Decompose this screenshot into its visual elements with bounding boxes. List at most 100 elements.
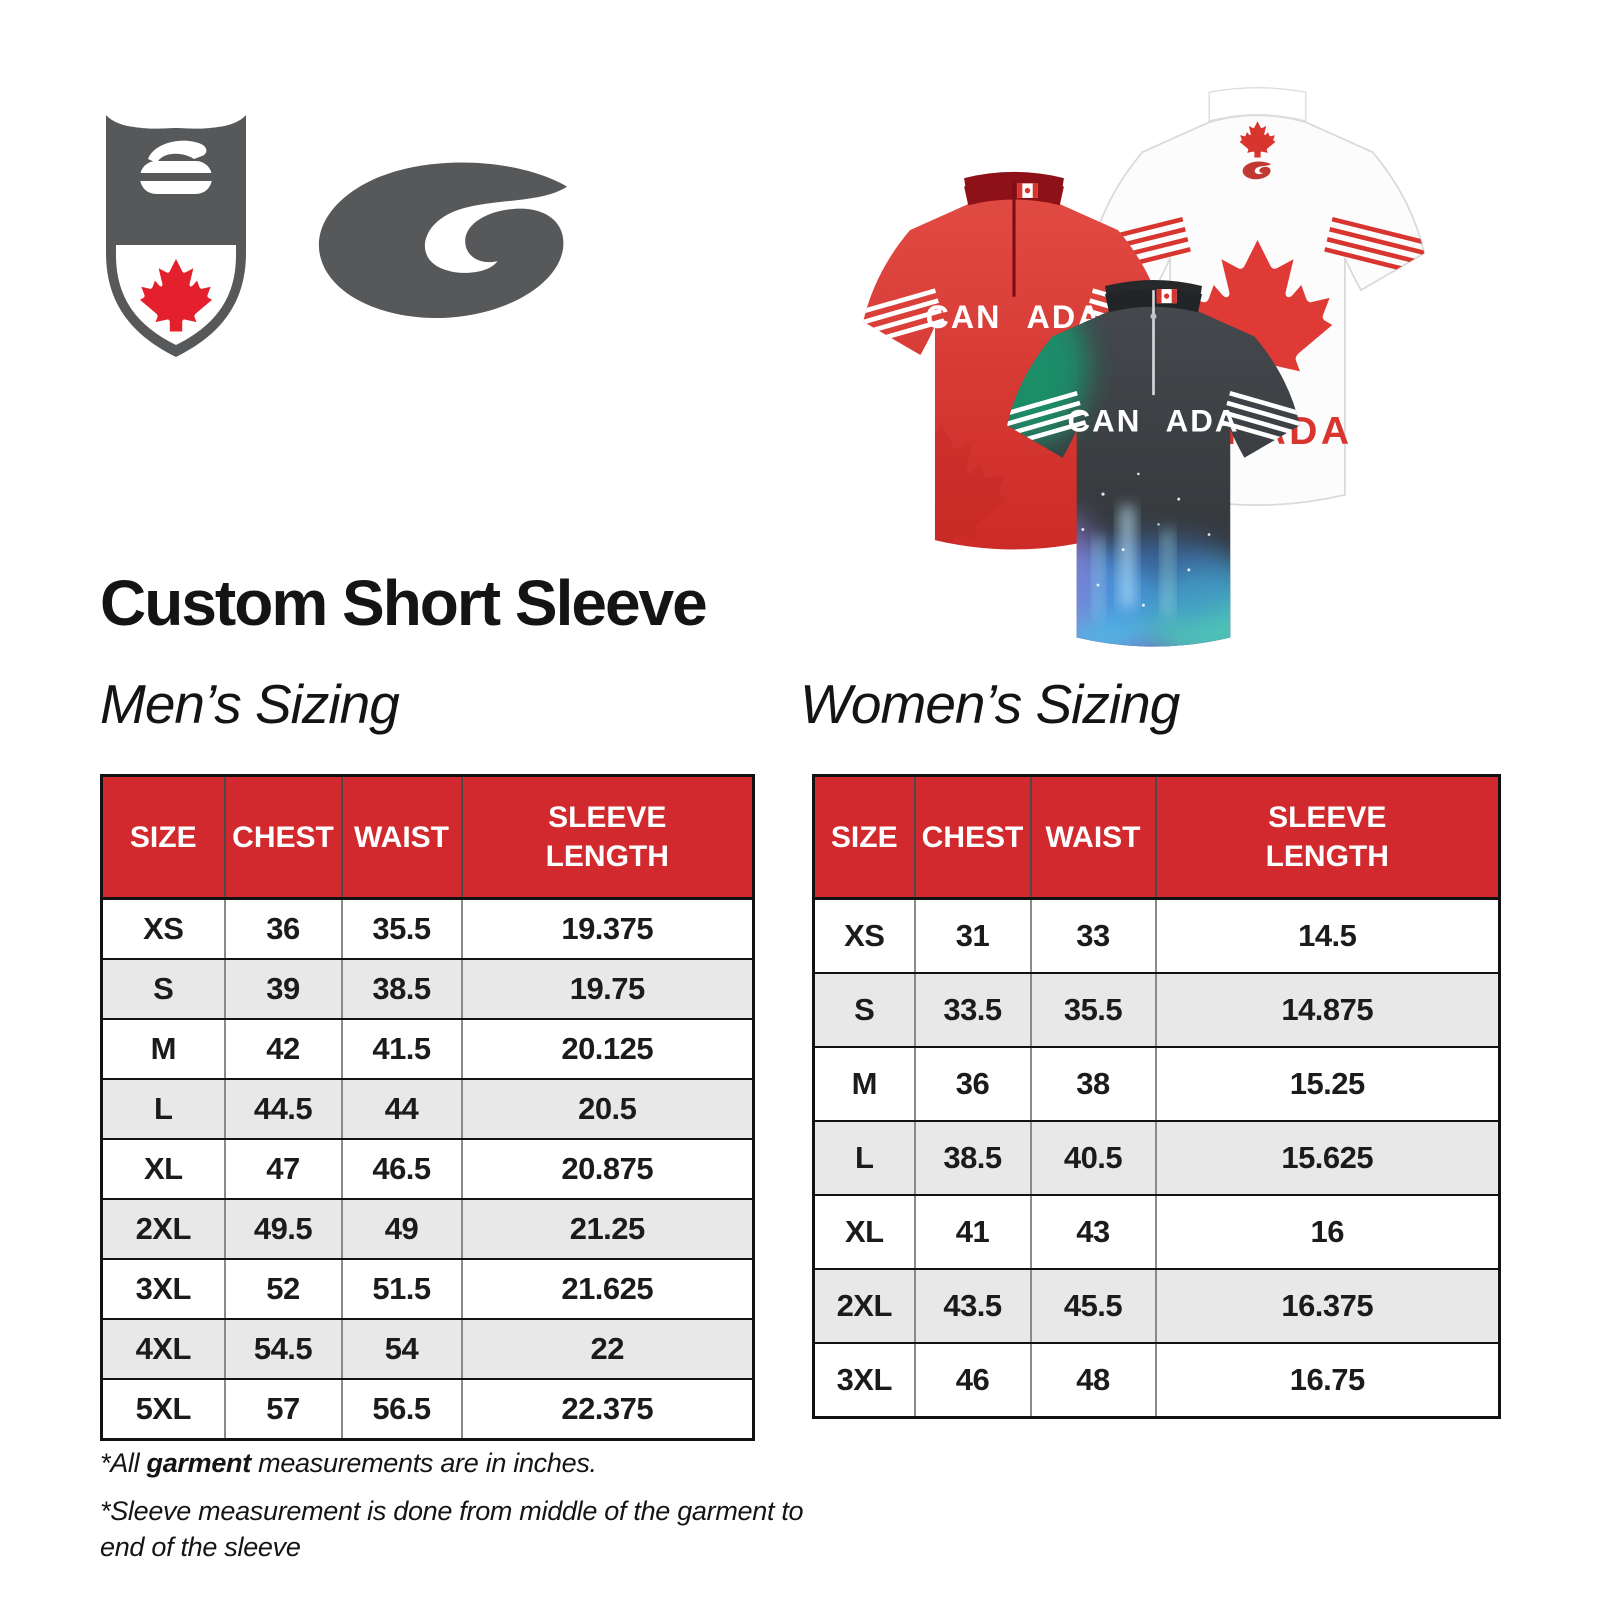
column-header: SLEEVE LENGTH — [460, 775, 755, 900]
table-cell: XL — [100, 1138, 226, 1200]
table-cell: 49 — [340, 1198, 463, 1260]
table-cell: 35.5 — [340, 897, 463, 960]
table-cell: 19.75 — [460, 958, 755, 1020]
table-cell: 4XL — [100, 1318, 226, 1380]
table-cell: 43.5 — [913, 1268, 1032, 1344]
table-cell: 57 — [223, 1378, 343, 1441]
footnote-sleeve-measurement: *Sleeve measurement is done from middle … — [100, 1496, 804, 1562]
table-cell: 3XL — [100, 1258, 226, 1320]
table-cell: 20.875 — [460, 1138, 755, 1200]
table-cell: 20.5 — [460, 1078, 755, 1140]
page-title: Custom Short Sleeve — [100, 567, 708, 639]
table-row: XL 47 46.5 20.875 — [100, 1138, 755, 1200]
table-cell: 19.375 — [460, 897, 755, 960]
curling-stone-icon — [140, 140, 212, 194]
table-cell: XL — [812, 1194, 916, 1270]
table-cell: S — [812, 972, 916, 1048]
table-row: 3XL 52 51.5 21.625 — [100, 1258, 755, 1320]
table-cell: 47 — [223, 1138, 343, 1200]
column-header: CHEST — [913, 775, 1032, 900]
table-cell: 49.5 — [223, 1198, 343, 1260]
table-cell: 21.25 — [460, 1198, 755, 1260]
table-cell: XS — [100, 897, 226, 960]
table-cell: 22.375 — [460, 1378, 755, 1441]
table-row: 2XL 43.5 45.5 16.375 — [812, 1268, 1501, 1344]
table-row: S 39 38.5 19.75 — [100, 958, 755, 1020]
table-cell: 20.125 — [460, 1018, 755, 1080]
table-header-row: SIZE CHEST WAIST SLEEVE LENGTH — [812, 775, 1501, 900]
swoosh-shape — [318, 162, 567, 319]
table-cell: 44 — [340, 1078, 463, 1140]
table-cell: 38.5 — [913, 1120, 1032, 1196]
table-row: 3XL 46 48 16.75 — [812, 1342, 1501, 1419]
column-header: CHEST — [223, 775, 343, 900]
table-cell: 21.625 — [460, 1258, 755, 1320]
table-cell: 48 — [1029, 1342, 1157, 1419]
jersey-wordmark-right: ADA — [1166, 403, 1240, 438]
table-cell: L — [812, 1120, 916, 1196]
table-cell: 39 — [223, 958, 343, 1020]
table-cell: 14.875 — [1154, 972, 1501, 1048]
table-cell: 38.5 — [340, 958, 463, 1020]
jersey-wordmark-left: CAN — [925, 299, 1001, 335]
table-header-row: SIZE CHEST WAIST SLEEVE LENGTH — [100, 775, 755, 900]
column-header: SLEEVE LENGTH — [1154, 775, 1501, 900]
table-row: M 36 38 15.25 — [812, 1046, 1501, 1122]
curling-canada-shield-logo — [102, 105, 250, 363]
table-row: L 44.5 44 20.5 — [100, 1078, 755, 1140]
table-cell: 40.5 — [1029, 1120, 1157, 1196]
table-cell: 41.5 — [340, 1018, 463, 1080]
column-header: SIZE — [100, 775, 226, 900]
table-cell: 22 — [460, 1318, 755, 1380]
table-cell: 45.5 — [1029, 1268, 1157, 1344]
column-header: WAIST — [340, 775, 463, 900]
table-row: L 38.5 40.5 15.625 — [812, 1120, 1501, 1196]
womens-sizing-table: SIZE CHEST WAIST SLEEVE LENGTH XS 31 33 14.5 S 33.… — [812, 774, 1501, 1419]
table-row: XL 41 43 16 — [812, 1194, 1501, 1270]
table-cell: 36 — [223, 897, 343, 960]
table-cell: S — [100, 958, 226, 1020]
table-cell: 35.5 — [1029, 972, 1157, 1048]
table-row: XS 31 33 14.5 — [812, 897, 1501, 974]
womens-sizing-heading: Women’s Sizing — [800, 673, 1180, 735]
jersey-wordmark-left: CAN — [1068, 403, 1142, 438]
table-cell: 2XL — [812, 1268, 916, 1344]
column-header: SIZE — [812, 775, 916, 900]
star-dots — [1081, 472, 1211, 607]
table-cell: 46.5 — [340, 1138, 463, 1200]
table-cell: 16.75 — [1154, 1342, 1501, 1419]
table-cell: 42 — [223, 1018, 343, 1080]
table-cell: 2XL — [100, 1198, 226, 1260]
table-row: 4XL 54.5 54 22 — [100, 1318, 755, 1380]
table-row: M 42 41.5 20.125 — [100, 1018, 755, 1080]
table-cell: 14.5 — [1154, 897, 1501, 974]
table-cell: 38 — [1029, 1046, 1157, 1122]
zipper-pull — [1150, 313, 1157, 320]
table-cell: 51.5 — [340, 1258, 463, 1320]
table-cell: 43 — [1029, 1194, 1157, 1270]
table-cell: 36 — [913, 1046, 1032, 1122]
table-cell: 54.5 — [223, 1318, 343, 1380]
table-row: XS 36 35.5 19.375 — [100, 897, 755, 960]
footnote-measurements-units: *All garment measurements are in inches. — [100, 1448, 597, 1478]
table-cell: XS — [812, 897, 916, 974]
flag-patch-icon — [1017, 183, 1038, 198]
table-cell: M — [100, 1018, 226, 1080]
table-cell: 46 — [913, 1342, 1032, 1419]
table-cell: 31 — [913, 897, 1032, 974]
table-cell: 52 — [223, 1258, 343, 1320]
jersey-photos: CAN ADA — [855, 70, 1435, 670]
table-cell: 15.25 — [1154, 1046, 1501, 1122]
table-cell: 3XL — [812, 1342, 916, 1419]
table-cell: 15.625 — [1154, 1120, 1501, 1196]
table-row: 2XL 49.5 49 21.25 — [100, 1198, 755, 1260]
table-row: S 33.5 35.5 14.875 — [812, 972, 1501, 1048]
table-cell: 56.5 — [340, 1378, 463, 1441]
table-cell: L — [100, 1078, 226, 1140]
table-cell: 44.5 — [223, 1078, 343, 1140]
goldline-swoosh-logo — [318, 160, 570, 326]
table-cell: 41 — [913, 1194, 1032, 1270]
table-cell: 5XL — [100, 1378, 226, 1441]
table-row: 5XL 57 56.5 22.375 — [100, 1378, 755, 1441]
table-cell: M — [812, 1046, 916, 1122]
